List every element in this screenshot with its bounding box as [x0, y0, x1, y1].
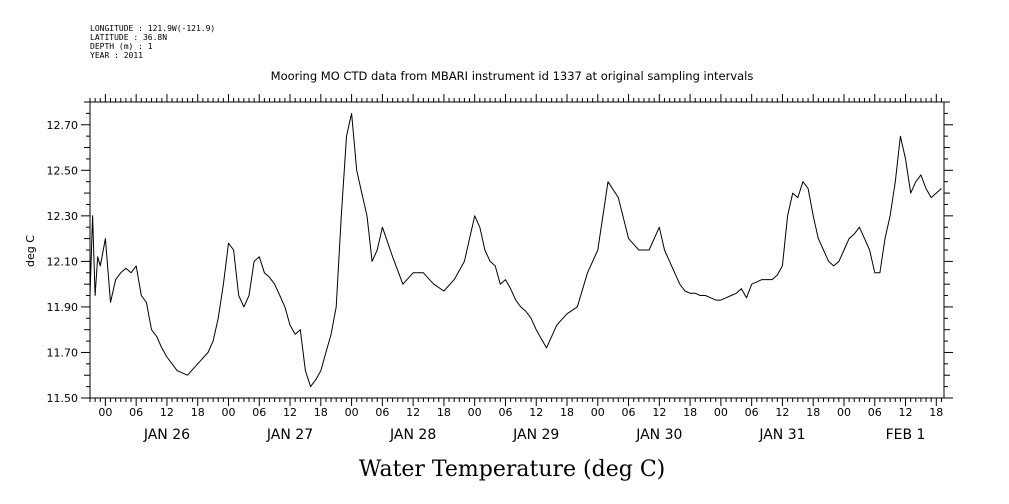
x-tick-label: 00 [345, 406, 359, 419]
x-tick-label: 00 [98, 406, 112, 419]
x-tick-label: 12 [652, 406, 666, 419]
x-tick-label: 12 [775, 406, 789, 419]
y-tick-label: 12.70 [47, 119, 79, 132]
x-day-label: JAN 28 [389, 427, 436, 443]
x-day-label: FEB 1 [886, 427, 926, 443]
chart-title: Mooring MO CTD data from MBARI instrumen… [271, 69, 754, 83]
y-tick-label: 12.10 [47, 255, 79, 268]
metadata-block: LONGITUDE : 121.9W(-121.9) LATITUDE : 36… [90, 24, 215, 60]
x-tick-label: 06 [129, 406, 143, 419]
x-tick-label: 18 [314, 406, 328, 419]
x-tick-label: 00 [468, 406, 482, 419]
x-axis-label: Water Temperature (deg C) [359, 457, 666, 482]
x-tick-label: 00 [591, 406, 605, 419]
x-tick-label: 00 [714, 406, 728, 419]
axes-layer: 00 06 12 18 00 06 12 18 00 06 12 18 00 06 12 18 00 06 12 18… [47, 94, 953, 443]
x-tick-label: 12 [529, 406, 543, 419]
y-tick-label: 12.30 [47, 210, 79, 223]
x-tick-label: 12 [160, 406, 174, 419]
x-tick-label: 18 [806, 406, 820, 419]
x-tick-label: 18 [683, 406, 697, 419]
metadata-line: LONGITUDE : 121.9W(-121.9) [90, 24, 215, 33]
x-day-label: JAN 27 [266, 427, 313, 443]
y-tick-label: 12.50 [47, 164, 79, 177]
x-tick-label: 12 [406, 406, 420, 419]
y-axis-label: deg C [24, 235, 37, 267]
metadata-line: LATITUDE : 36.8N [90, 33, 167, 42]
x-tick-label: 00 [837, 406, 851, 419]
x-tick-label: 06 [868, 406, 882, 419]
x-tick-label: 12 [283, 406, 297, 419]
x-tick-label: 18 [437, 406, 451, 419]
x-tick-label: 12 [899, 406, 913, 419]
x-tick-label: 18 [191, 406, 205, 419]
y-tick-label: 11.90 [47, 301, 79, 314]
x-day-label: JAN 31 [758, 427, 805, 443]
metadata-line: DEPTH (m) : 1 [90, 42, 153, 51]
y-tick-label: 11.70 [47, 346, 79, 359]
data-line-layer [89, 112, 942, 388]
temperature-series-line [89, 112, 942, 388]
plot-frame [89, 101, 945, 399]
x-tick-label: 06 [252, 406, 266, 419]
x-day-label: JAN 26 [143, 427, 190, 443]
x-day-label: JAN 30 [635, 427, 682, 443]
x-tick-label: 18 [560, 406, 574, 419]
x-tick-label: 18 [929, 406, 943, 419]
metadata-line: YEAR : 2011 [90, 51, 143, 60]
y-tick-label: 11.50 [47, 392, 79, 405]
x-tick-label: 00 [221, 406, 235, 419]
x-tick-label: 06 [498, 406, 512, 419]
x-tick-label: 06 [745, 406, 759, 419]
x-day-label: JAN 29 [512, 427, 559, 443]
x-tick-label: 06 [622, 406, 636, 419]
x-tick-label: 06 [375, 406, 389, 419]
